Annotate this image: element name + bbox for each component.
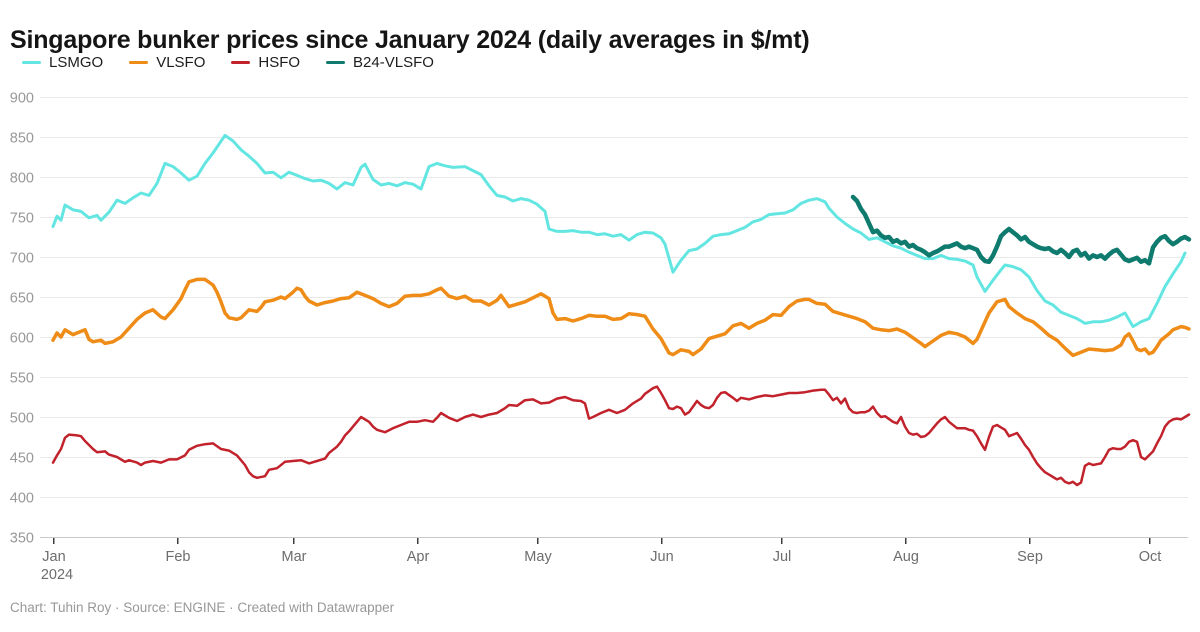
legend-item-hsfo: HSFO xyxy=(231,54,300,71)
y-axis-label: 850 xyxy=(10,131,34,147)
legend-item-lsmgo: LSMGO xyxy=(22,54,103,71)
y-axis-label: 400 xyxy=(10,491,34,507)
y-axis-label: 800 xyxy=(10,171,34,187)
chart-legend: LSMGO VLSFO HSFO B24-VLSFO xyxy=(22,54,434,71)
series-line-lsmgo xyxy=(51,133,1187,329)
legend-label: B24-VLSFO xyxy=(353,54,434,71)
legend-label: HSFO xyxy=(258,54,301,71)
x-axis-year-label: 2024 xyxy=(41,567,73,583)
chart-title: Singapore bunker prices since January 20… xyxy=(10,25,810,54)
x-axis-label: Jan xyxy=(42,549,65,565)
x-axis-label: Jun xyxy=(650,549,673,565)
y-axis-label: 650 xyxy=(10,291,34,307)
chart-footer: Chart: Tuhin Roy · Source: ENGINE · Crea… xyxy=(10,600,395,615)
x-axis-label: Aug xyxy=(893,549,919,565)
y-axis-label: 900 xyxy=(10,91,34,107)
y-axis-label: 450 xyxy=(10,451,34,467)
x-axis-label: Jul xyxy=(773,549,792,565)
y-axis-label: 750 xyxy=(10,211,34,227)
series-line-hsfo xyxy=(51,385,1191,487)
x-axis-label: Mar xyxy=(282,549,307,565)
y-axis-label: 550 xyxy=(10,371,34,387)
x-axis-label: Sep xyxy=(1017,549,1043,565)
legend-swatch-lsmgo xyxy=(22,60,41,65)
x-axis-label: Apr xyxy=(407,549,430,565)
legend-swatch-b24-vlsfo xyxy=(326,60,346,65)
legend-item-b24-vlsfo: B24-VLSFO xyxy=(326,54,434,71)
x-axis-label: May xyxy=(524,549,552,565)
y-axis-label: 600 xyxy=(10,331,34,347)
legend-label: VLSFO xyxy=(156,54,206,71)
legend-swatch-vlsfo xyxy=(129,60,149,65)
legend-swatch-hsfo xyxy=(231,60,251,65)
x-axis-label: Feb xyxy=(166,549,191,565)
y-axis-label: 350 xyxy=(10,531,34,547)
x-axis-label: Oct xyxy=(1139,549,1162,565)
legend-label: LSMGO xyxy=(49,54,104,71)
y-axis-label: 500 xyxy=(10,411,34,427)
y-axis-label: 700 xyxy=(10,251,34,267)
legend-item-vlsfo: VLSFO xyxy=(129,54,205,71)
series-line-vlsfo xyxy=(51,277,1191,358)
series-line-b24-vlsfo xyxy=(850,194,1192,266)
